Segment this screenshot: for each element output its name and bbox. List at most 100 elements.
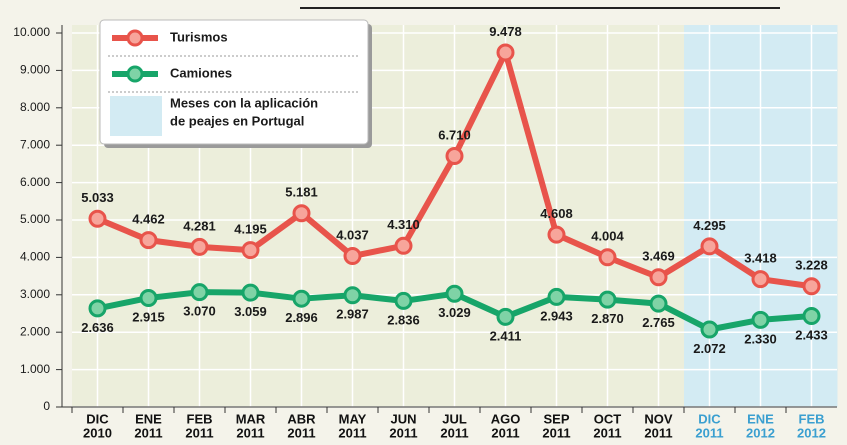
point	[447, 286, 462, 301]
point	[396, 293, 411, 308]
page: 01.0002.0003.0004.0005.0006.0007.0008.00…	[0, 0, 847, 445]
legend-marker	[128, 31, 142, 45]
value-label: 2.870	[591, 311, 624, 326]
point	[90, 211, 105, 226]
x-tick-label: NOV	[644, 411, 673, 426]
value-label: 4.281	[183, 218, 216, 233]
point	[243, 243, 258, 258]
legend-label: Meses con la aplicación	[170, 95, 318, 110]
x-tick-label: MAR	[236, 411, 266, 426]
x-tick-label: 2011	[644, 425, 672, 440]
y-tick-label: 3.000	[20, 287, 50, 301]
point	[549, 289, 564, 304]
value-label: 4.462	[132, 212, 165, 227]
legend-highlight-swatch	[110, 96, 162, 136]
point	[702, 322, 717, 337]
point	[702, 239, 717, 254]
point	[600, 292, 615, 307]
value-label: 3.029	[438, 305, 471, 320]
x-tick-label: 2011	[695, 425, 723, 440]
x-tick-label: MAY	[339, 411, 367, 426]
value-label: 3.418	[744, 251, 777, 266]
value-label: 4.037	[336, 227, 369, 242]
x-tick-label: 2011	[440, 425, 468, 440]
y-tick-label: 6.000	[20, 175, 50, 189]
point	[90, 301, 105, 316]
x-tick-label: 2011	[491, 425, 519, 440]
y-tick-label: 8.000	[20, 100, 50, 114]
x-tick-label: JUN	[390, 411, 416, 426]
x-tick-label: 2011	[542, 425, 570, 440]
x-tick-label: 2010	[83, 425, 112, 440]
y-tick-label: 5.000	[20, 212, 50, 226]
y-tick-label: 1.000	[20, 362, 50, 376]
value-label: 3.059	[234, 304, 267, 319]
point	[498, 309, 513, 324]
legend-label: de peajes en Portugal	[170, 113, 304, 128]
point	[651, 296, 666, 311]
value-label: 4.295	[693, 218, 726, 233]
value-label: 2.943	[540, 308, 573, 323]
point	[396, 238, 411, 253]
legend-label: Turismos	[170, 29, 228, 44]
value-label: 6.710	[438, 127, 471, 142]
value-label: 9.478	[489, 24, 522, 39]
value-label: 4.004	[591, 229, 624, 244]
point	[651, 270, 666, 285]
value-label: 3.070	[183, 304, 216, 319]
value-label: 2.411	[490, 328, 522, 343]
value-label: 5.181	[285, 185, 318, 200]
point	[447, 149, 462, 164]
point	[498, 45, 513, 60]
x-tick-label: DIC	[86, 411, 109, 426]
x-tick-label: 2012	[746, 425, 775, 440]
x-tick-label: AGO	[491, 411, 521, 426]
value-label: 4.608	[540, 206, 573, 221]
point	[345, 249, 360, 264]
x-tick-label: 2011	[593, 425, 621, 440]
x-tick-label: ENE	[747, 411, 774, 426]
x-tick-label: SEP	[543, 411, 569, 426]
x-tick-label: FEB	[187, 411, 213, 426]
point	[294, 206, 309, 221]
point	[753, 312, 768, 327]
x-tick-label: DIC	[698, 411, 721, 426]
point	[192, 285, 207, 300]
x-tick-label: ENE	[135, 411, 162, 426]
x-tick-label: OCT	[594, 411, 622, 426]
value-label: 4.310	[387, 217, 420, 232]
value-label: 4.195	[234, 222, 267, 237]
point	[141, 290, 156, 305]
x-tick-label: FEB	[799, 411, 825, 426]
x-tick-label: 2011	[389, 425, 417, 440]
y-tick-label: 7.000	[20, 137, 50, 151]
value-label: 3.469	[642, 249, 675, 264]
y-tick-label: 0	[43, 399, 50, 413]
value-label: 5.033	[81, 190, 114, 205]
x-tick-label: JUL	[442, 411, 467, 426]
value-label: 2.896	[285, 310, 318, 325]
x-tick-label: 2011	[185, 425, 213, 440]
point	[243, 285, 258, 300]
point	[192, 239, 207, 254]
x-tick-label: 2011	[236, 425, 264, 440]
point	[600, 250, 615, 265]
legend-marker	[128, 67, 142, 81]
x-tick-label: 2011	[287, 425, 315, 440]
point	[141, 233, 156, 248]
y-tick-label: 9.000	[20, 63, 50, 77]
value-label: 2.915	[132, 309, 165, 324]
x-tick-label: 2011	[338, 425, 366, 440]
x-tick-label: 2011	[134, 425, 162, 440]
value-label: 2.987	[336, 307, 369, 322]
value-label: 2.433	[795, 327, 828, 342]
value-label: 2.636	[81, 320, 114, 335]
legend-label: Camiones	[170, 65, 232, 80]
value-label: 3.228	[795, 258, 828, 273]
y-tick-label: 10.000	[13, 25, 50, 39]
point	[804, 309, 819, 324]
value-label: 2.330	[744, 331, 777, 346]
y-tick-label: 4.000	[20, 250, 50, 264]
point	[345, 288, 360, 303]
value-label: 2.765	[642, 315, 675, 330]
